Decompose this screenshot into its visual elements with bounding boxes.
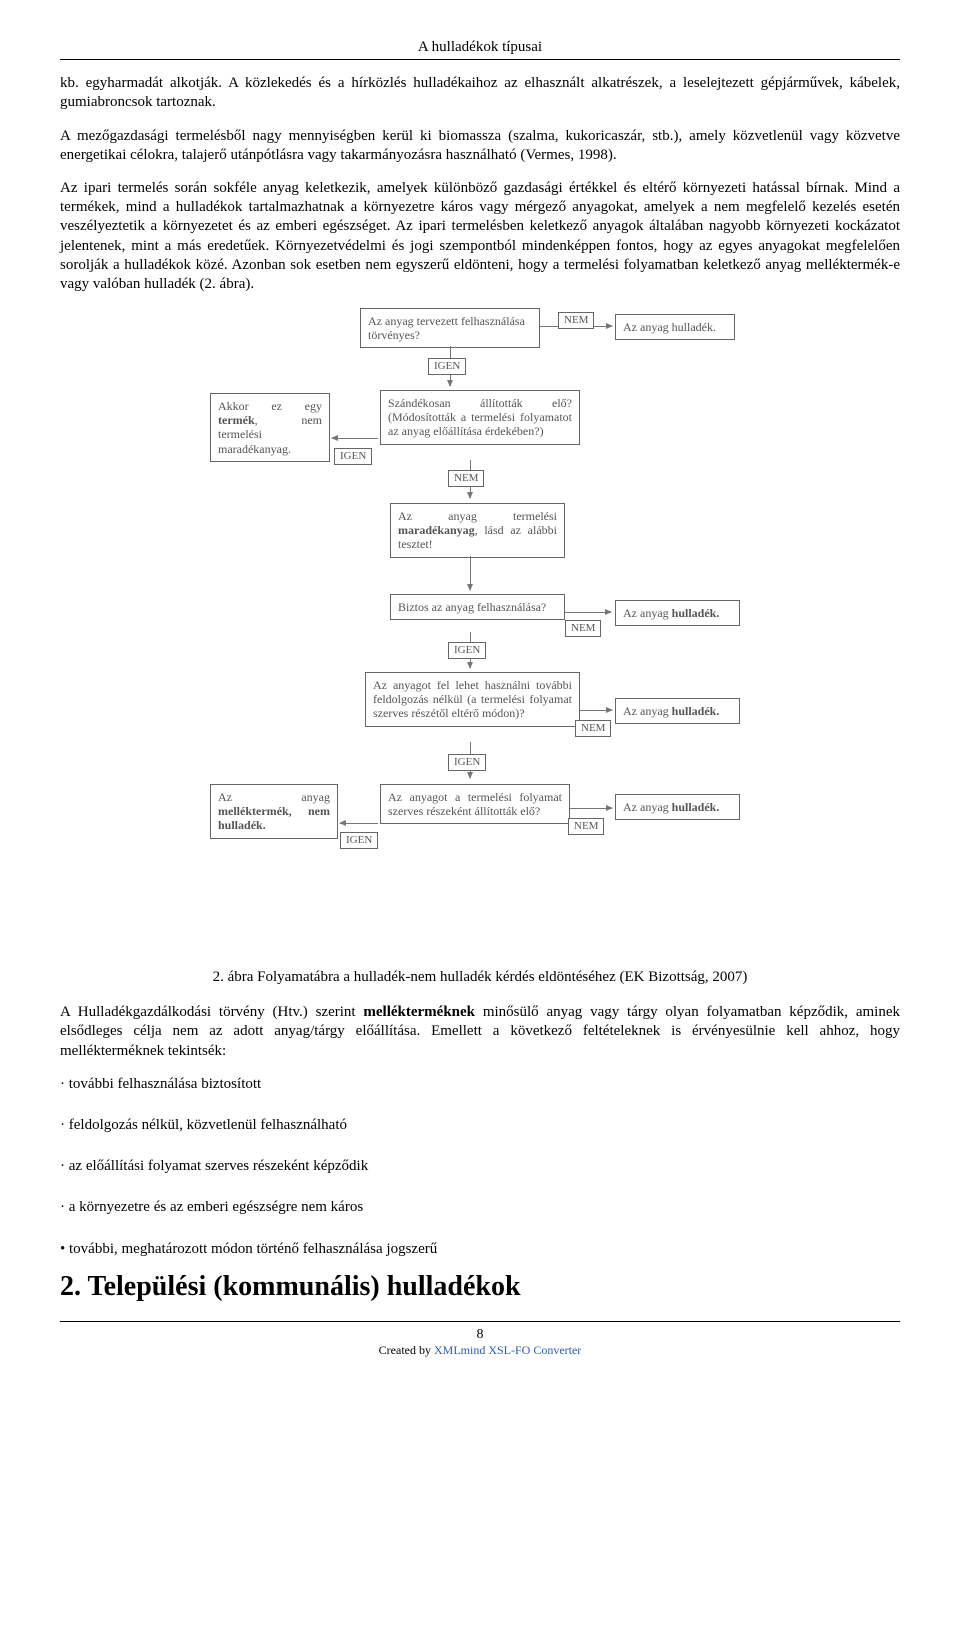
label-igen-4: IGEN — [448, 754, 486, 771]
list-item: a környezetre és az emberi egészségre ne… — [60, 1198, 900, 1217]
node-q6: Az anyagot a termelési folyamat szerves … — [380, 784, 570, 824]
node-q2: Szándékosan állították elő? (Módosítottá… — [380, 390, 580, 444]
list-item: az előállítási folyamat szerves részekén… — [60, 1157, 900, 1176]
node-left-byproduct: Az anyag melléktermék, nem hulladék. — [210, 784, 338, 838]
label-nem-3: NEM — [565, 620, 601, 637]
section-heading: 2. Települési (kommunális) hulladékok — [60, 1269, 900, 1305]
edge-q3-down — [470, 556, 471, 590]
footer-rule — [60, 1321, 900, 1322]
paragraph-3: Az ipari termelés során sokféle anyag ke… — [60, 179, 900, 294]
edge-q6-r4 — [570, 808, 612, 809]
label-nem-1: NEM — [558, 312, 594, 329]
edge-q6-left — [340, 823, 378, 824]
node-r4: Az anyag hulladék. — [615, 794, 740, 820]
node-q3: Az anyag termelési maradékanyag, lásd az… — [390, 503, 565, 557]
page-number: 8 — [60, 1326, 900, 1344]
label-nem-4: NEM — [575, 720, 611, 737]
edge-q2-left — [332, 438, 378, 439]
node-q1: Az anyag tervezett felhasználása törvény… — [360, 308, 540, 348]
node-r3: Az anyag hulladék. — [615, 698, 740, 724]
list-item: további felhasználása biztosított — [60, 1075, 900, 1094]
label-igen-1: IGEN — [428, 358, 466, 375]
label-igen-2: IGEN — [334, 448, 372, 465]
page-header-title: A hulladékok típusai — [60, 38, 900, 57]
list-item-final: további, meghatározott módon történő fel… — [60, 1240, 900, 1259]
label-nem-2: NEM — [448, 470, 484, 487]
conditions-list: további felhasználása biztosított feldol… — [60, 1075, 900, 1218]
label-igen-3: IGEN — [448, 642, 486, 659]
node-r1: Az anyag hulladék. — [615, 314, 735, 340]
node-q5: Az anyagot fel lehet használni további f… — [365, 672, 580, 726]
figure-caption: 2. ábra Folyamatábra a hulladék-nem hull… — [60, 968, 900, 987]
paragraph-2: A mezőgazdasági termelésből nagy mennyis… — [60, 127, 900, 165]
label-nem-5: NEM — [568, 818, 604, 835]
node-left-product: Akkor ez egy termék, nem termelési marad… — [210, 393, 330, 462]
edge-q5-r3 — [580, 710, 612, 711]
list-item: feldolgozás nélkül, közvetlenül felhaszn… — [60, 1116, 900, 1135]
footer-credit: Created by XMLmind XSL-FO Converter — [60, 1343, 900, 1358]
node-q4: Biztos az anyag felhasználása? — [390, 594, 565, 620]
paragraph-4: A Hulladékgazdálkodási törvény (Htv.) sz… — [60, 1003, 900, 1061]
flowchart: Az anyag tervezett felhasználása törvény… — [210, 308, 750, 958]
figure-2-container: Az anyag tervezett felhasználása törvény… — [210, 308, 750, 958]
header-rule — [60, 59, 900, 60]
node-r2: Az anyag hulladék. — [615, 600, 740, 626]
paragraph-1: kb. egyharmadát alkotják. A közlekedés é… — [60, 74, 900, 112]
edge-q4-r2 — [565, 612, 611, 613]
label-igen-5: IGEN — [340, 832, 378, 849]
